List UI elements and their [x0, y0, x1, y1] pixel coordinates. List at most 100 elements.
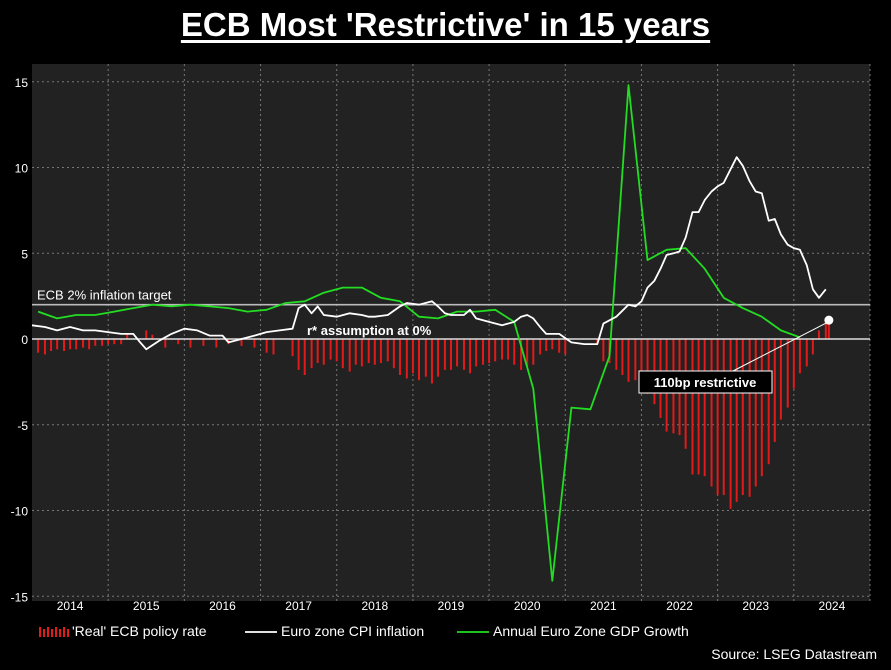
real-rate-bar: [462, 339, 465, 370]
annotation-marker: [824, 315, 834, 325]
real-rate-bar: [501, 339, 504, 360]
page-title: ECB Most 'Restrictive' in 15 years: [180, 6, 711, 43]
real-rate-bar: [443, 339, 446, 370]
real-rate-bar: [411, 339, 414, 374]
real-rate-bar: [691, 339, 694, 475]
real-rate-bar: [748, 339, 751, 497]
real-rate-bar: [722, 339, 725, 496]
real-rate-bar: [62, 339, 65, 352]
real-rate-bar: [786, 339, 789, 408]
real-rate-bar: [367, 339, 370, 364]
real-rate-bar: [469, 339, 472, 374]
real-rate-bar: [640, 339, 643, 386]
real-rate-bar: [558, 339, 561, 353]
real-rate-bar: [817, 330, 820, 339]
real-rate-bar: [253, 339, 256, 348]
real-rate-bar: [564, 339, 567, 355]
annotation-box: [638, 370, 773, 394]
source-note: Source: LSEG Datastream: [711, 646, 877, 662]
real-rate-bar: [710, 339, 713, 487]
real-rate-bar: [684, 339, 687, 449]
real-rate-bar: [303, 339, 306, 376]
real-rate-bar: [189, 339, 192, 348]
x-tick-label: 2016: [209, 599, 236, 613]
real-rate-bar: [430, 339, 433, 384]
real-rate-bar: [513, 339, 516, 365]
reference-line-label: ECB 2% inflation target: [37, 288, 172, 303]
real-rate-bar: [101, 339, 104, 346]
legend-swatch-real-rate: [39, 627, 41, 637]
reference-lines: ECB 2% inflation target r* assumption at …: [32, 288, 870, 340]
real-rate-bar: [373, 339, 376, 365]
real-rate-bar: [405, 339, 408, 379]
real-rate-bar: [56, 339, 59, 350]
real-rate-bar: [551, 339, 554, 350]
real-rate-bar: [398, 339, 401, 376]
real-rate-bar: [50, 339, 53, 352]
real-rate-bar: [716, 339, 719, 496]
x-tick-label: 2017: [285, 599, 312, 613]
real-rate-bar: [437, 339, 440, 377]
legend-label-cpi: Euro zone CPI inflation: [281, 623, 425, 639]
real-rate-bar: [322, 339, 325, 365]
real-rate-bar: [202, 339, 205, 346]
real-rate-bar: [354, 339, 357, 365]
real-rate-bar: [107, 339, 110, 345]
real-rate-bar: [615, 339, 618, 370]
y-tick-label: -5: [17, 419, 28, 433]
real-rate-bar: [798, 339, 801, 374]
real-rate-bar: [646, 339, 649, 394]
real-rate-bar: [602, 339, 605, 362]
x-tick-label: 2024: [819, 599, 846, 613]
plot-area: [32, 64, 870, 601]
real-rate-bar: [494, 339, 497, 362]
real-rate-bar: [215, 339, 218, 348]
gdp-growth-line: [37, 84, 801, 582]
real-rate-bar: [729, 339, 732, 509]
real-rate-bar: [532, 339, 535, 365]
real-rate-bar: [418, 339, 421, 381]
real-rate-bar: [164, 339, 167, 348]
x-tick-label: 2021: [590, 599, 617, 613]
real-rate-bar: [811, 339, 814, 355]
y-tick-label: -15: [11, 590, 29, 604]
real-rate-bar: [335, 339, 338, 362]
real-rate-bar: [697, 339, 700, 475]
annotation: 110bp restrictive: [638, 315, 834, 394]
reference-line-label: r* assumption at 0%: [307, 323, 432, 338]
real-rate-bar: [779, 339, 782, 420]
real-rate-bar: [126, 332, 129, 339]
legend-swatch-real-rate: [55, 627, 57, 637]
real-rate-bar: [360, 339, 363, 367]
annotation-leader-line: [732, 322, 827, 372]
real-rate-bar: [386, 339, 389, 362]
annotation-label: 110bp restrictive: [654, 375, 757, 390]
real-rate-bar: [240, 339, 243, 346]
y-tick-label: 0: [21, 333, 28, 347]
legend-swatch-real-rate: [51, 629, 53, 637]
real-rate-bar: [792, 339, 795, 389]
legend-swatch-real-rate: [47, 627, 49, 637]
x-tick-label: 2015: [133, 599, 160, 613]
y-tick-label: -10: [11, 505, 29, 519]
real-rate-bar: [767, 339, 770, 465]
real-rate-bar: [760, 339, 763, 477]
real-rate-bar: [348, 339, 351, 372]
legend-swatch-real-rate: [59, 629, 61, 637]
y-tick-label: 5: [21, 247, 28, 261]
x-tick-label: 2023: [742, 599, 769, 613]
x-tick-label: 2020: [514, 599, 541, 613]
real-rate-bar: [526, 339, 529, 367]
real-rate-bar: [120, 339, 123, 345]
real-rate-bar: [75, 339, 78, 350]
real-rate-bar: [627, 339, 630, 382]
x-tick-label: 2014: [57, 599, 84, 613]
legend-swatch-real-rate: [63, 627, 65, 637]
real-rate-bar: [329, 339, 332, 360]
tick-labels: 15 10 5 0 -5 -10 -15 2014 2015 2016 2017 2018 2019 20…: [11, 76, 846, 613]
series-lines: [31, 84, 827, 582]
real-rate-bar: [43, 339, 46, 355]
real-rate-bar: [805, 339, 808, 367]
real-rate-bar: [456, 339, 459, 367]
